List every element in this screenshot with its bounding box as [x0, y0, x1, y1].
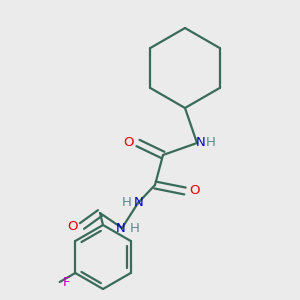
Text: N: N: [134, 196, 144, 208]
Text: N: N: [116, 223, 126, 236]
Text: O: O: [68, 220, 78, 232]
Text: F: F: [63, 275, 70, 289]
Text: H: H: [122, 196, 132, 208]
Text: O: O: [124, 136, 134, 149]
Text: O: O: [189, 184, 199, 197]
Text: N: N: [196, 136, 206, 148]
Text: H: H: [206, 136, 216, 148]
Text: H: H: [130, 223, 140, 236]
